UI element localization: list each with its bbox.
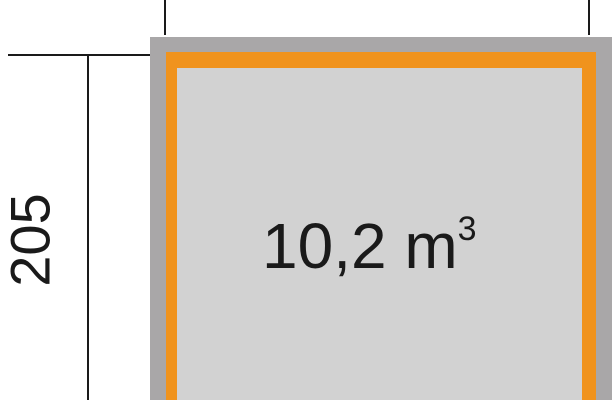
volume-unit-exponent: 3 [458, 210, 477, 248]
height-dimension-label: 205 [0, 193, 62, 286]
volume-value: 10,2 m [262, 210, 458, 282]
inner-floor [177, 68, 582, 400]
volume-label: 10,2 m3 [262, 210, 477, 282]
